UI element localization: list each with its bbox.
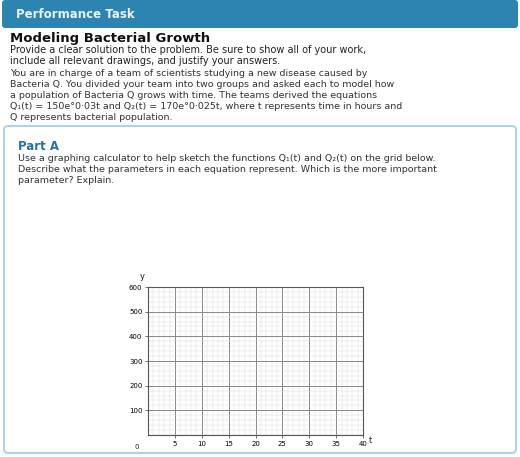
Text: t: t xyxy=(369,436,372,446)
Text: Part A: Part A xyxy=(18,140,59,153)
Text: Performance Task: Performance Task xyxy=(16,7,135,21)
FancyBboxPatch shape xyxy=(2,0,518,28)
Text: y: y xyxy=(140,271,145,281)
Text: Q₁(t) = 150e°0·03t and Q₂(t) = 170e°0·025t, where t represents time in hours and: Q₁(t) = 150e°0·03t and Q₂(t) = 170e°0·02… xyxy=(10,102,402,111)
Text: Provide a clear solution to the problem. Be sure to show all of your work,: Provide a clear solution to the problem.… xyxy=(10,45,366,55)
Text: Bacteria Q. You divided your team into two groups and asked each to model how: Bacteria Q. You divided your team into t… xyxy=(10,80,394,89)
Text: Modeling Bacterial Growth: Modeling Bacterial Growth xyxy=(10,32,210,45)
Text: parameter? Explain.: parameter? Explain. xyxy=(18,176,114,185)
Text: Describe what the parameters in each equation represent. Which is the more impor: Describe what the parameters in each equ… xyxy=(18,165,437,174)
Text: Q represents bacterial population.: Q represents bacterial population. xyxy=(10,113,173,122)
Text: 0: 0 xyxy=(135,444,139,450)
Text: Use a graphing calculator to help sketch the functions Q₁(t) and Q₂(t) on the gr: Use a graphing calculator to help sketch… xyxy=(18,154,436,163)
Text: You are in charge of a team of scientists studying a new disease caused by: You are in charge of a team of scientist… xyxy=(10,69,367,78)
FancyBboxPatch shape xyxy=(4,126,516,453)
Text: include all relevant drawings, and justify your answers.: include all relevant drawings, and justi… xyxy=(10,56,280,66)
Text: a population of Bacteria Q grows with time. The teams derived the equations: a population of Bacteria Q grows with ti… xyxy=(10,91,377,100)
